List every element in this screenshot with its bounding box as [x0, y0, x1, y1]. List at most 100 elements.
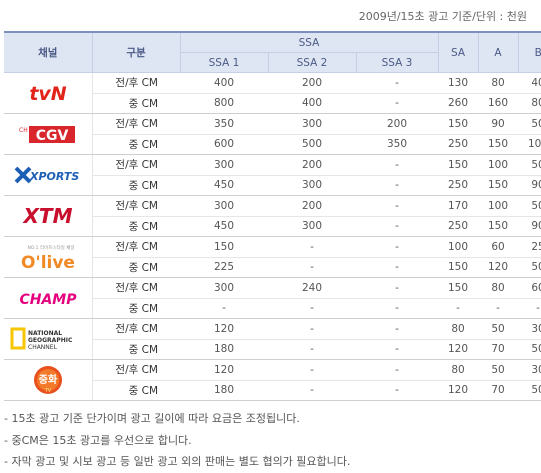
header-channel: 채널	[4, 31, 93, 73]
olive-logo: NO.1 라이프스타일 채널 O'live	[21, 244, 75, 273]
cell-type: 전/후 CM	[92, 236, 180, 258]
header-ssa1: SSA 1	[180, 52, 269, 73]
cell-type: 중 CM	[92, 339, 180, 360]
cell-sa: 130	[438, 72, 479, 94]
cell-type: 전/후 CM	[92, 72, 180, 94]
header-ssa-group: SSA	[180, 31, 439, 53]
cell-b: 25	[518, 236, 541, 258]
cell-sa: 250	[438, 134, 479, 155]
cell-b: 90	[518, 175, 541, 196]
header-b: B	[518, 31, 541, 73]
header-category: 구분	[92, 31, 181, 73]
cell-a: 50	[478, 318, 519, 340]
header-sa: SA	[438, 31, 479, 73]
cgv-logo-ch: CH	[19, 127, 28, 134]
header-a: A	[478, 31, 519, 73]
cell-ssa1: 300	[180, 154, 268, 176]
cgv-logo-text: CGV	[35, 128, 68, 144]
junghwa-logo-sub: TV	[44, 388, 52, 394]
cell-ssa1: 180	[180, 339, 268, 360]
cell-sa: 170	[438, 195, 479, 217]
cell-ssa2: 400	[268, 93, 356, 114]
cell-ssa3: -	[356, 175, 439, 196]
cell-sa: 120	[438, 339, 479, 360]
note-item: - 중CM은 15초 광고를 우선으로 합니다.	[4, 433, 192, 447]
table-row: 중 CM - - - - - -	[4, 298, 541, 319]
cell-a: 160	[478, 93, 519, 114]
cell-ssa1: 180	[180, 380, 268, 401]
channel-logo-cell: XPORTS	[4, 154, 93, 196]
junghwa-logo: 중화 TV	[33, 366, 62, 394]
cell-a: 100	[478, 195, 519, 217]
cell-a: 150	[478, 175, 519, 196]
cell-b: 50	[518, 380, 541, 401]
cell-ssa2: 500	[268, 134, 356, 155]
cell-type: 중 CM	[92, 134, 180, 155]
cell-ssa3: 350	[356, 134, 439, 155]
junghwa-logo-text: 중화	[39, 374, 58, 386]
cell-ssa1: 150	[180, 236, 268, 258]
champ-logo-text: CHAMP	[19, 292, 77, 308]
cell-sa: 80	[438, 318, 479, 340]
cell-ssa1: 350	[180, 113, 268, 135]
cell-b: 50	[518, 154, 541, 176]
cell-b: 50	[518, 195, 541, 217]
cell-sa: 250	[438, 175, 479, 196]
xtm-logo-text: XTM	[21, 204, 72, 228]
channel-logo-cell: NATIONAL GEOGRAPHIC CHANNEL	[4, 318, 93, 360]
cell-b: 90	[518, 216, 541, 237]
cell-ssa3: -	[356, 298, 439, 319]
cell-sa: 150	[438, 154, 479, 176]
olive-logo-sub: NO.1 라이프스타일 채널	[27, 244, 74, 251]
cell-ssa3: -	[356, 216, 439, 237]
olive-logo-text: O'live	[21, 253, 75, 273]
unit-note: 2009년/15초 광고 기준/단위 : 천원	[358, 10, 527, 23]
cell-sa: 80	[438, 359, 479, 381]
cell-ssa3: -	[356, 93, 439, 114]
channel-logo-cell: XTM	[4, 195, 93, 237]
natgeo-logo-line3: CHANNEL	[28, 344, 58, 351]
cell-ssa1: 450	[180, 216, 268, 237]
cell-type: 전/후 CM	[92, 195, 180, 217]
cell-type: 전/후 CM	[92, 318, 180, 340]
header-ssa3: SSA 3	[356, 52, 439, 73]
cell-a: 150	[478, 134, 519, 155]
channel-logo-cell: 중화 TV	[4, 359, 93, 401]
notes: - 15초 광고 기준 단가이며 광고 길이에 따라 요금은 조정됩니다. - …	[4, 408, 350, 473]
cell-sa: -	[438, 298, 479, 319]
cgv-logo: CH CGV	[19, 126, 75, 144]
cell-ssa3: -	[356, 195, 439, 217]
table-row: CH CGV 전/후 CM3503002001509050	[4, 113, 541, 155]
cell-ssa1: 120	[180, 318, 268, 340]
tvn-logo-text: tvN	[29, 83, 66, 105]
table-row: NATIONAL GEOGRAPHIC CHANNEL 전/후 CM 120- -8…	[4, 318, 541, 360]
cell-a: 120	[478, 257, 519, 278]
channel-logo-cell: CHAMP	[4, 277, 93, 319]
cell-ssa2: -	[268, 359, 356, 381]
cell-type: 중 CM	[92, 380, 180, 401]
cell-ssa2: 300	[268, 216, 356, 237]
cell-ssa3: 200	[356, 113, 439, 135]
cell-ssa1: 450	[180, 175, 268, 196]
natgeo-logo: NATIONAL GEOGRAPHIC CHANNEL	[10, 327, 73, 351]
cell-sa: 150	[438, 257, 479, 278]
cell-ssa2: 240	[268, 277, 356, 299]
cell-a: 100	[478, 154, 519, 176]
cell-a: 70	[478, 380, 519, 401]
cell-ssa3: -	[356, 339, 439, 360]
cell-b: 30	[518, 359, 541, 381]
cell-type: 중 CM	[92, 216, 180, 237]
cell-sa: 250	[438, 216, 479, 237]
natgeo-logo-line1: NATIONAL	[28, 330, 62, 337]
cell-a: 70	[478, 339, 519, 360]
cell-type: 전/후 CM	[92, 113, 180, 135]
cell-a: 90	[478, 113, 519, 135]
